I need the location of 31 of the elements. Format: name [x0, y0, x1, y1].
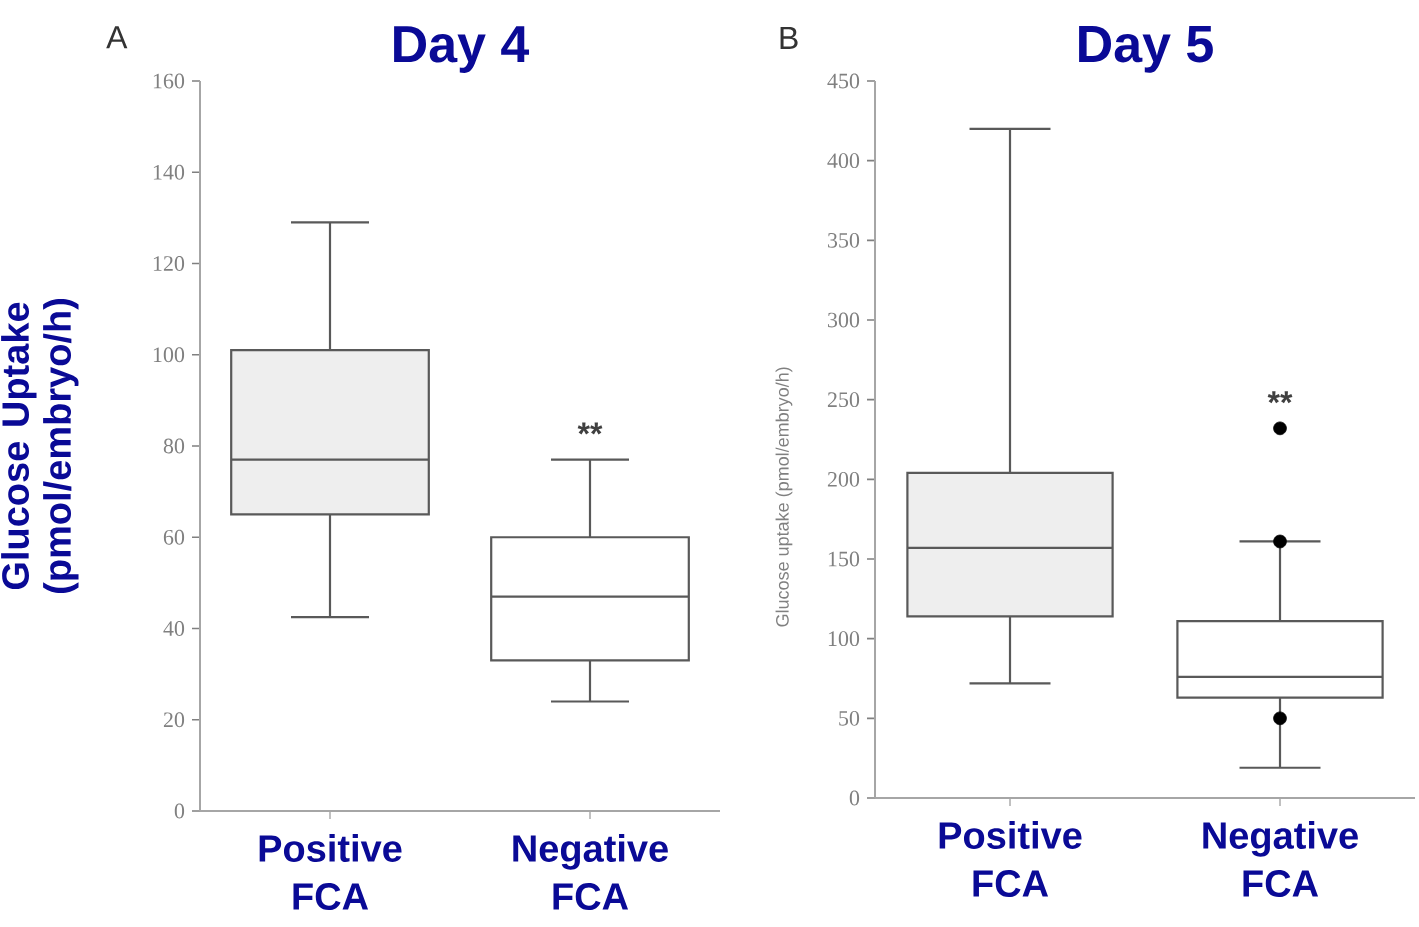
- y-tick-label: 0: [849, 790, 860, 806]
- y-tick-label: 200: [827, 471, 860, 487]
- x-tick-label: Negative FCA: [1203, 821, 1358, 897]
- chart-title: Day 5: [1079, 26, 1213, 73]
- y-tick-label: 250: [827, 392, 860, 408]
- y-tick-label: 120: [153, 256, 185, 271]
- y-tick-label: 20: [163, 712, 185, 728]
- annotation: **: [577, 422, 603, 435]
- y-axis-title: Glucose uptake (pmol/embryo/h): [775, 367, 793, 627]
- y-tick-label: 40: [163, 621, 185, 636]
- x-tick-label: Positive FCA: [259, 834, 402, 910]
- y-tick-label: 450: [827, 73, 860, 89]
- y-tick-label: 0: [174, 803, 185, 819]
- y-tick-label: 50: [839, 710, 860, 726]
- y-tick-label: 300: [828, 312, 860, 328]
- y-tick-label: 140: [153, 164, 185, 180]
- text: A: [106, 26, 128, 49]
- y-tick-label: 60: [163, 529, 185, 545]
- y-tick-label: 160: [153, 73, 185, 89]
- x-tick-label: Positive FCA: [939, 821, 1082, 897]
- y-tick-label: 400: [827, 153, 860, 169]
- annotation: **: [1267, 391, 1293, 404]
- x-tick-label: Negative FCA: [513, 834, 668, 910]
- y-tick-label: 100: [828, 631, 860, 647]
- y-axis-title: Glucose Uptake (pmol/embryo/h): [1, 299, 79, 593]
- y-tick-label: 150: [828, 551, 860, 567]
- chart-title: Day 4: [394, 26, 530, 73]
- text: B: [780, 26, 798, 49]
- y-tick-label: 350: [828, 232, 860, 248]
- y-tick-label: 80: [163, 438, 185, 454]
- y-tick-label: 100: [153, 347, 185, 363]
